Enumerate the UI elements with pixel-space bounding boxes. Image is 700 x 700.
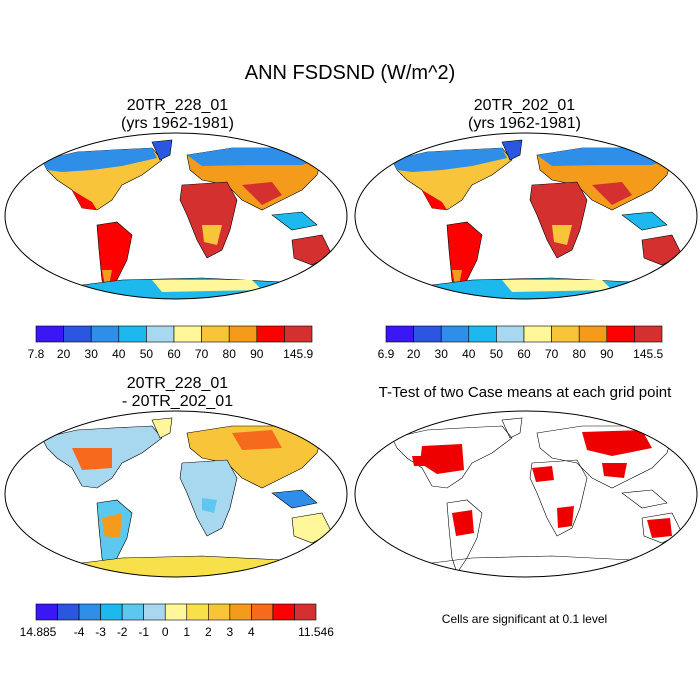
panel3-case-a: 20TR_228_01 <box>126 375 229 392</box>
colorbar-swatch <box>186 603 209 621</box>
colorbar-swatch <box>634 325 663 343</box>
panel2-years: (yrs 1962-1981) <box>468 115 581 132</box>
colorbar-swatch <box>440 325 470 343</box>
colorbar-swatch <box>121 603 144 621</box>
colorbar-tick-label: 3 <box>227 625 234 636</box>
colorbar-tick-label: 145.5 <box>633 347 663 358</box>
colorbar-swatch <box>57 603 80 621</box>
colorbar-swatch <box>143 603 166 621</box>
colorbar-tick-label: 50 <box>140 347 154 358</box>
colorbar-tick-label: 50 <box>490 347 504 358</box>
colorbar-tick-label: 60 <box>167 347 181 358</box>
colorbar-swatch <box>201 325 230 343</box>
colorbar-tick-label: 1 <box>183 625 190 636</box>
panel1-title: 20TR_228_01 (yrs 1962-1981) <box>25 97 330 133</box>
colorbar-swatch <box>606 325 635 343</box>
colorbar-tick-label: 80 <box>573 347 587 358</box>
colorbar-swatch <box>256 325 285 343</box>
significance-note: Cells are significant at 0.1 level <box>441 612 608 626</box>
colorbar-tick-label: 11.546 <box>298 625 334 636</box>
map-case-228 <box>4 132 348 300</box>
colorbar-tick-label: 7.8 <box>28 347 45 358</box>
colorbar-swatch <box>551 325 580 343</box>
colorbar-swatch <box>100 603 123 621</box>
colorbar-swatch <box>164 603 188 621</box>
colorbar-swatch <box>90 325 120 343</box>
colorbar-tick-label: 0 <box>162 625 169 636</box>
figure-title: ANN FSDSND (W/m^2) <box>244 62 456 84</box>
colorbar-tick-label: 40 <box>112 347 126 358</box>
colorbar-swatch <box>496 325 525 343</box>
colorbar-swatch <box>251 603 274 621</box>
panel3-title: 20TR_228_01 - 20TR_202_01 <box>25 375 330 411</box>
colorbar-tick-label: -4 <box>74 625 85 636</box>
colorbar-swatch <box>229 603 252 621</box>
colorbar-swatch <box>413 325 442 343</box>
colorbar-tick-label: 70 <box>545 347 559 358</box>
colorbar-case-228: 7.8 20 30 40 50 60 70 80 90 145.9 <box>28 325 314 358</box>
colorbar-tick-label: -14.885 <box>20 625 57 636</box>
map-case-202 <box>354 132 698 300</box>
colorbar-swatch <box>284 325 313 343</box>
colorbar-swatch <box>208 603 231 621</box>
panel4-title: T-Test of two Case means at each grid po… <box>378 384 672 401</box>
colorbar-tick-label: 60 <box>517 347 531 358</box>
colorbar-tick-label: -2 <box>117 625 128 636</box>
colorbar-swatch <box>578 325 608 343</box>
colorbar-tick-label: 70 <box>195 347 209 358</box>
colorbar-tick-label: 20 <box>57 347 71 358</box>
colorbar-swatch <box>294 603 317 621</box>
colorbar-swatch <box>35 325 64 343</box>
colorbar-swatch <box>523 325 552 343</box>
colorbar-tick-label: -3 <box>95 625 106 636</box>
panel2-case-name: 20TR_202_01 <box>473 97 576 114</box>
colorbar-tick-label: 20 <box>407 347 421 358</box>
significant-cells <box>412 430 672 577</box>
colorbar-swatch <box>35 603 58 621</box>
colorbar-swatch <box>385 325 414 343</box>
colorbar-swatch <box>173 325 202 343</box>
colorbar-swatch <box>63 325 92 343</box>
colorbar-tick-label: 6.9 <box>378 347 395 358</box>
colorbar-swatch <box>272 603 295 621</box>
colorbar-case-202: 6.9 20 30 40 50 60 70 80 90 145.5 <box>378 325 664 358</box>
colorbar-tick-label: 80 <box>223 347 237 358</box>
colorbar-tick-label: 90 <box>250 347 264 358</box>
panel3-case-b: - 20TR_202_01 <box>121 393 234 410</box>
colorbar-swatch <box>78 603 101 621</box>
colorbar-swatch <box>118 325 147 343</box>
colorbar-swatch <box>228 325 258 343</box>
colorbar-swatch <box>468 325 497 343</box>
panel1-case-name: 20TR_228_01 <box>126 97 229 114</box>
colorbar-difference: -14.885 -4 -3 -2 -1 0 1 2 3 4 11.546 <box>20 603 334 636</box>
map-difference <box>4 410 348 578</box>
colorbar-tick-label: 145.9 <box>283 347 313 358</box>
panel1-years: (yrs 1962-1981) <box>121 115 234 132</box>
colorbar-tick-label: 30 <box>435 347 449 358</box>
map-ttest-significance <box>354 410 698 578</box>
colorbar-tick-label: 4 <box>248 625 255 636</box>
colorbar-tick-label: 30 <box>85 347 99 358</box>
colorbar-tick-label: -1 <box>138 625 149 636</box>
colorbar-swatch <box>146 325 175 343</box>
colorbar-tick-label: 2 <box>205 625 212 636</box>
panel2-title: 20TR_202_01 (yrs 1962-1981) <box>372 97 677 133</box>
colorbar-tick-label: 40 <box>462 347 476 358</box>
colorbar-tick-label: 90 <box>600 347 614 358</box>
